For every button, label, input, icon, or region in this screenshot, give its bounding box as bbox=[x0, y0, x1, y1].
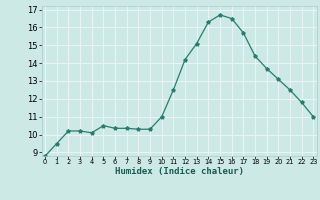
X-axis label: Humidex (Indice chaleur): Humidex (Indice chaleur) bbox=[115, 167, 244, 176]
